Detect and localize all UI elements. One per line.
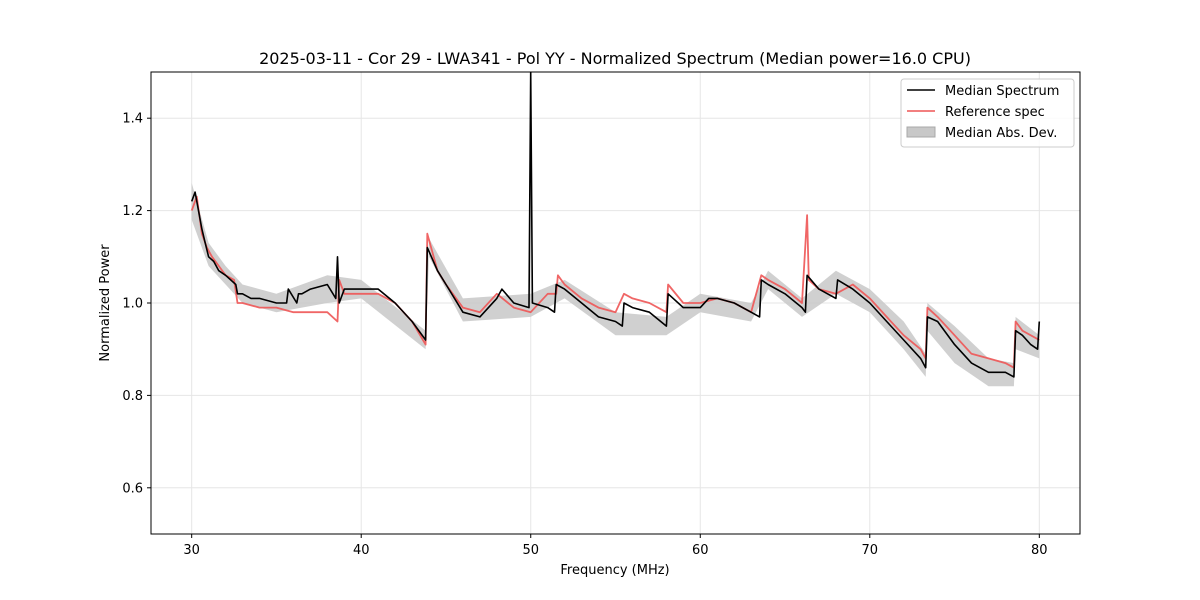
y-tick-label: 1.4	[122, 112, 143, 127]
mad-band-layer	[191, 182, 1040, 387]
x-tick-label: 40	[353, 543, 370, 558]
y-tick-label: 1.2	[122, 204, 143, 219]
median-spectrum-line	[190, 72, 1041, 378]
x-tick-label: 70	[862, 543, 879, 558]
x-tick-label: 80	[1031, 543, 1048, 558]
legend: Median Spectrum Reference spec Median Ab…	[900, 78, 1075, 148]
legend-box	[900, 78, 1075, 148]
chart-title: 2025-03-11 - Cor 29 - LWA341 - Pol YY - …	[259, 49, 971, 68]
legend-label-median: Median Spectrum	[945, 84, 1059, 99]
x-tick-label: 30	[183, 543, 200, 558]
y-axis-ticks: 0.6 0.8 1.0 1.2 1.4	[122, 112, 151, 496]
y-axis-label: Normalized Power	[98, 244, 113, 362]
x-axis-ticks: 30 40 50 60 70 80	[183, 534, 1048, 558]
legend-label-reference: Reference spec	[945, 105, 1045, 120]
y-tick-label: 0.6	[122, 481, 143, 496]
x-tick-label: 50	[522, 543, 539, 558]
x-axis-label: Frequency (MHz)	[560, 563, 669, 578]
x-tick-label: 60	[692, 543, 709, 558]
series-layer	[190, 72, 1041, 378]
reference-spec-line	[190, 195, 1040, 369]
legend-label-mad: Median Abs. Dev.	[945, 126, 1057, 141]
legend-swatch-mad	[906, 126, 936, 138]
y-tick-label: 1.0	[122, 297, 143, 312]
y-tick-label: 0.8	[122, 389, 143, 404]
mad-band	[191, 182, 1040, 387]
